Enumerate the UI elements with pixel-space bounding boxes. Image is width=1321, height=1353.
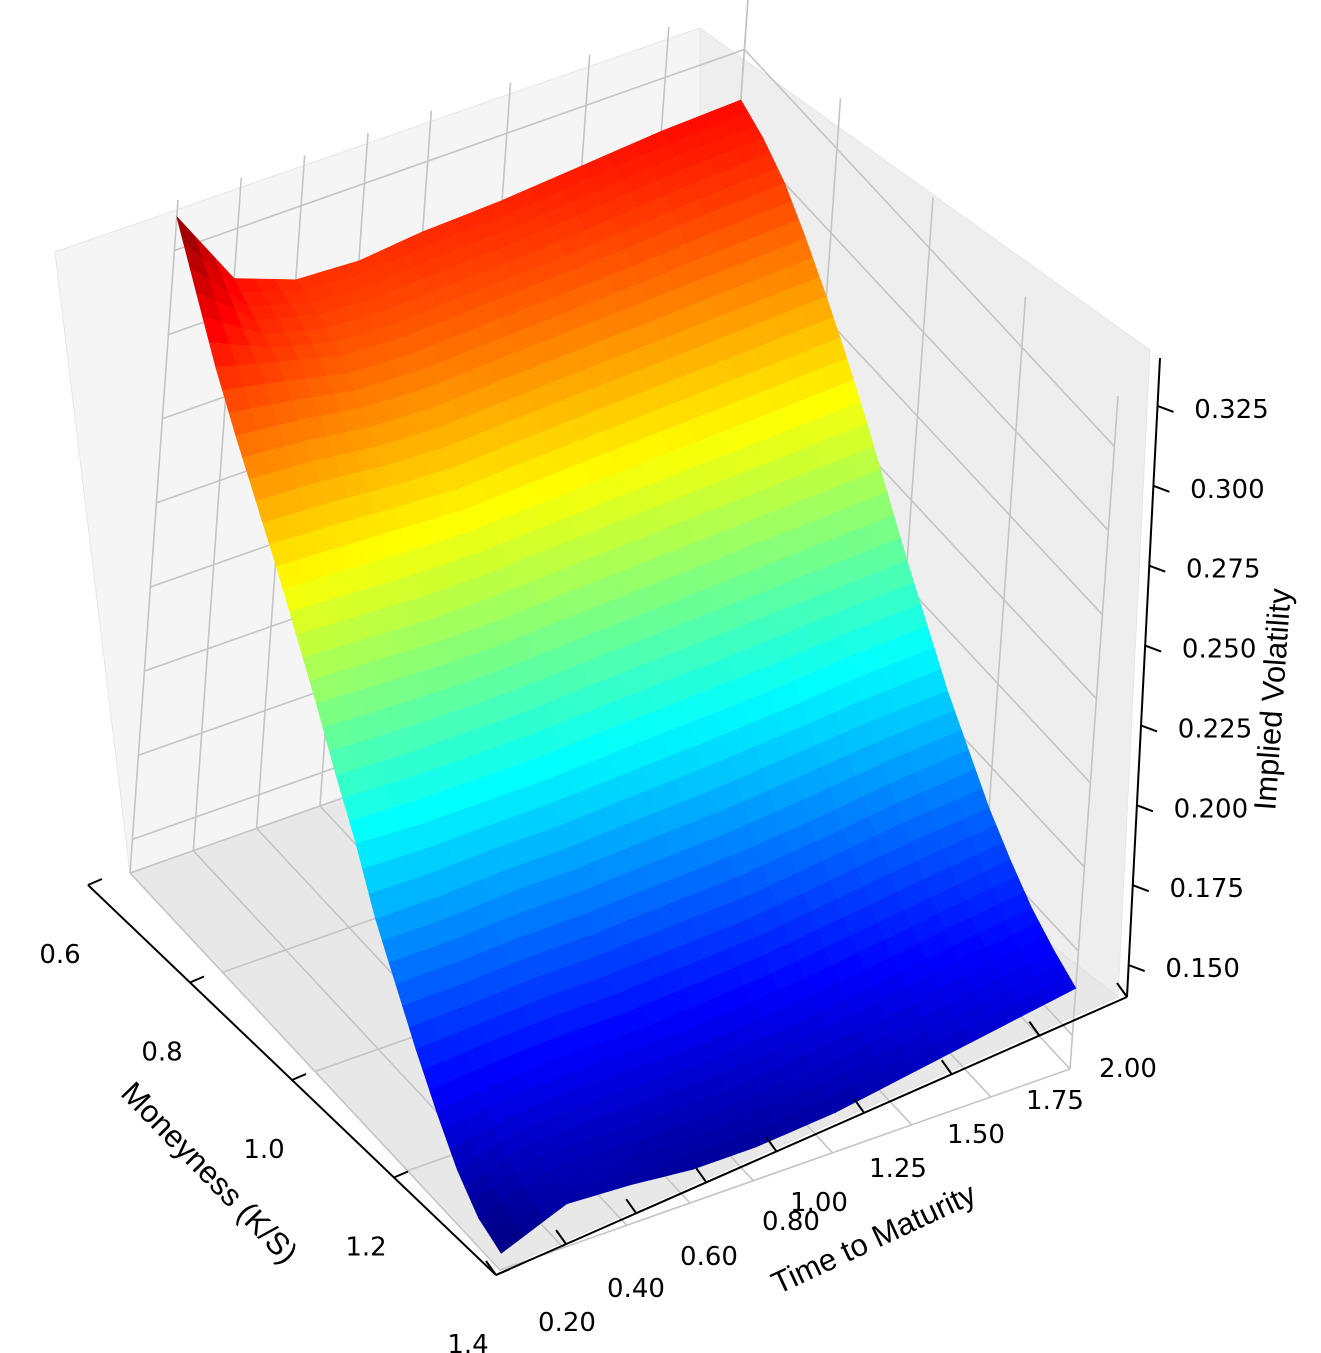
x-tick xyxy=(393,1170,409,1179)
z-tick xyxy=(1153,484,1170,493)
y-tick-label: 1.25 xyxy=(869,1154,927,1184)
x-tick xyxy=(495,1268,511,1276)
z-tick xyxy=(1148,564,1166,573)
x-axis-label: Moneyness (K/S) xyxy=(114,1075,304,1270)
surface-facet xyxy=(493,1225,524,1254)
x-tick-label: 0.8 xyxy=(141,1038,182,1068)
z-tick xyxy=(1128,964,1146,972)
y-tick xyxy=(625,1198,638,1214)
z-tick-label: 0.150 xyxy=(1165,954,1239,984)
y-tick-label: 0.20 xyxy=(538,1308,596,1338)
z-tick-label: 0.300 xyxy=(1190,475,1264,505)
z-tick xyxy=(1132,884,1150,893)
x-tick-label: 1.2 xyxy=(345,1233,386,1263)
x-tick-label: 1.4 xyxy=(447,1330,488,1353)
y-tick xyxy=(695,1167,708,1183)
y-tick xyxy=(485,1260,497,1276)
surface-mesh xyxy=(176,99,1077,1254)
y-tick xyxy=(765,1136,778,1153)
z-axis-label: Implied Volatility xyxy=(1247,587,1297,812)
z-tick-label: 0.200 xyxy=(1174,794,1248,824)
y-tick xyxy=(1116,982,1128,998)
gridline-z-side xyxy=(174,48,745,252)
gridline-x-back xyxy=(1069,395,1119,1070)
y-tick-label: 1.50 xyxy=(947,1120,1005,1150)
x-tick xyxy=(291,1073,307,1081)
z-tick-label: 0.225 xyxy=(1178,714,1252,744)
x-tick-label: 0.6 xyxy=(39,940,80,970)
gridline-y-floor xyxy=(129,872,501,1271)
y-tick-label: 0.60 xyxy=(680,1242,738,1272)
x-tick xyxy=(87,878,103,886)
z-tick xyxy=(1136,804,1154,813)
z-tick xyxy=(1140,724,1158,733)
y-axis-line xyxy=(495,996,1128,1276)
tick-labels: 0.6 0.8 1.0 1.2 1.4 0.20 0.40 0.60 0.801.00 1.25 1… xyxy=(39,395,1268,1353)
y-tick xyxy=(940,1059,953,1075)
z-tick-label: 0.325 xyxy=(1194,395,1268,425)
z-tick xyxy=(1144,644,1162,653)
tick-marks xyxy=(87,404,1174,1276)
y-tick-label: 1.75 xyxy=(1026,1086,1084,1116)
y-tick xyxy=(853,1098,865,1114)
z-axis-line xyxy=(1126,357,1161,998)
y-tick xyxy=(1028,1021,1041,1037)
y-tick xyxy=(555,1229,567,1245)
x-tick xyxy=(189,975,205,984)
y-tick-label: 1.00 xyxy=(790,1188,848,1218)
z-tick xyxy=(1157,404,1174,413)
z-tick-label: 0.275 xyxy=(1186,555,1260,585)
x-tick-label: 1.0 xyxy=(243,1135,284,1165)
y-tick-label: 0.40 xyxy=(607,1274,665,1304)
z-tick-label: 0.250 xyxy=(1182,635,1256,665)
gridline-x-floor xyxy=(499,1068,1071,1271)
gridline-y-side xyxy=(129,199,179,874)
y-tick-label: 2.00 xyxy=(1099,1054,1157,1084)
z-tick-label: 0.175 xyxy=(1170,874,1244,904)
y-tick-label: 0.80 xyxy=(762,1207,820,1237)
